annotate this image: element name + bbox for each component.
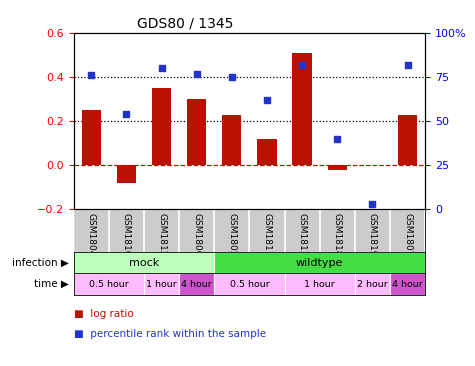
Text: mock: mock xyxy=(129,258,159,268)
Text: ■  log ratio: ■ log ratio xyxy=(74,309,133,319)
Text: wildtype: wildtype xyxy=(296,258,343,268)
Point xyxy=(333,136,341,142)
Bar xyxy=(187,99,206,165)
Text: GSM1807: GSM1807 xyxy=(403,213,412,256)
Text: 0.5 hour: 0.5 hour xyxy=(229,280,269,288)
Bar xyxy=(74,252,214,273)
Bar xyxy=(144,273,179,295)
Text: GSM1805: GSM1805 xyxy=(228,213,236,256)
Bar xyxy=(74,273,144,295)
Bar xyxy=(398,115,417,165)
Point xyxy=(87,72,95,78)
Bar xyxy=(328,165,347,170)
Bar xyxy=(285,273,355,295)
Bar xyxy=(117,165,136,183)
Bar xyxy=(222,115,241,165)
Text: 1 hour: 1 hour xyxy=(146,280,177,288)
Point xyxy=(263,97,271,103)
Text: 4 hour: 4 hour xyxy=(181,280,212,288)
Bar xyxy=(214,273,285,295)
Bar xyxy=(82,110,101,165)
Text: GSM1810: GSM1810 xyxy=(122,213,131,256)
Text: GSM1818: GSM1818 xyxy=(333,213,342,256)
Text: GDS80 / 1345: GDS80 / 1345 xyxy=(137,16,233,30)
Text: 1 hour: 1 hour xyxy=(304,280,335,288)
Point xyxy=(369,201,376,207)
Text: infection ▶: infection ▶ xyxy=(12,258,69,268)
Bar xyxy=(293,53,312,165)
Point xyxy=(158,65,165,71)
Text: ■  percentile rank within the sample: ■ percentile rank within the sample xyxy=(74,329,266,339)
Text: time ▶: time ▶ xyxy=(34,279,69,289)
Bar xyxy=(257,139,276,165)
Text: GSM1812: GSM1812 xyxy=(157,213,166,256)
Text: GSM1819: GSM1819 xyxy=(368,213,377,256)
Point xyxy=(193,71,200,76)
Text: GSM1804: GSM1804 xyxy=(87,213,95,256)
Point xyxy=(404,62,411,68)
Text: GSM1813: GSM1813 xyxy=(298,213,306,256)
Text: 4 hour: 4 hour xyxy=(392,280,423,288)
Text: GSM1811: GSM1811 xyxy=(263,213,271,256)
Bar xyxy=(355,273,390,295)
Bar xyxy=(152,88,171,165)
Point xyxy=(228,74,236,80)
Bar xyxy=(390,273,425,295)
Text: 2 hour: 2 hour xyxy=(357,280,388,288)
Text: 0.5 hour: 0.5 hour xyxy=(89,280,129,288)
Text: GSM1806: GSM1806 xyxy=(192,213,201,256)
Point xyxy=(123,111,130,117)
Point xyxy=(298,62,306,68)
Bar xyxy=(214,252,425,273)
Bar xyxy=(179,273,214,295)
